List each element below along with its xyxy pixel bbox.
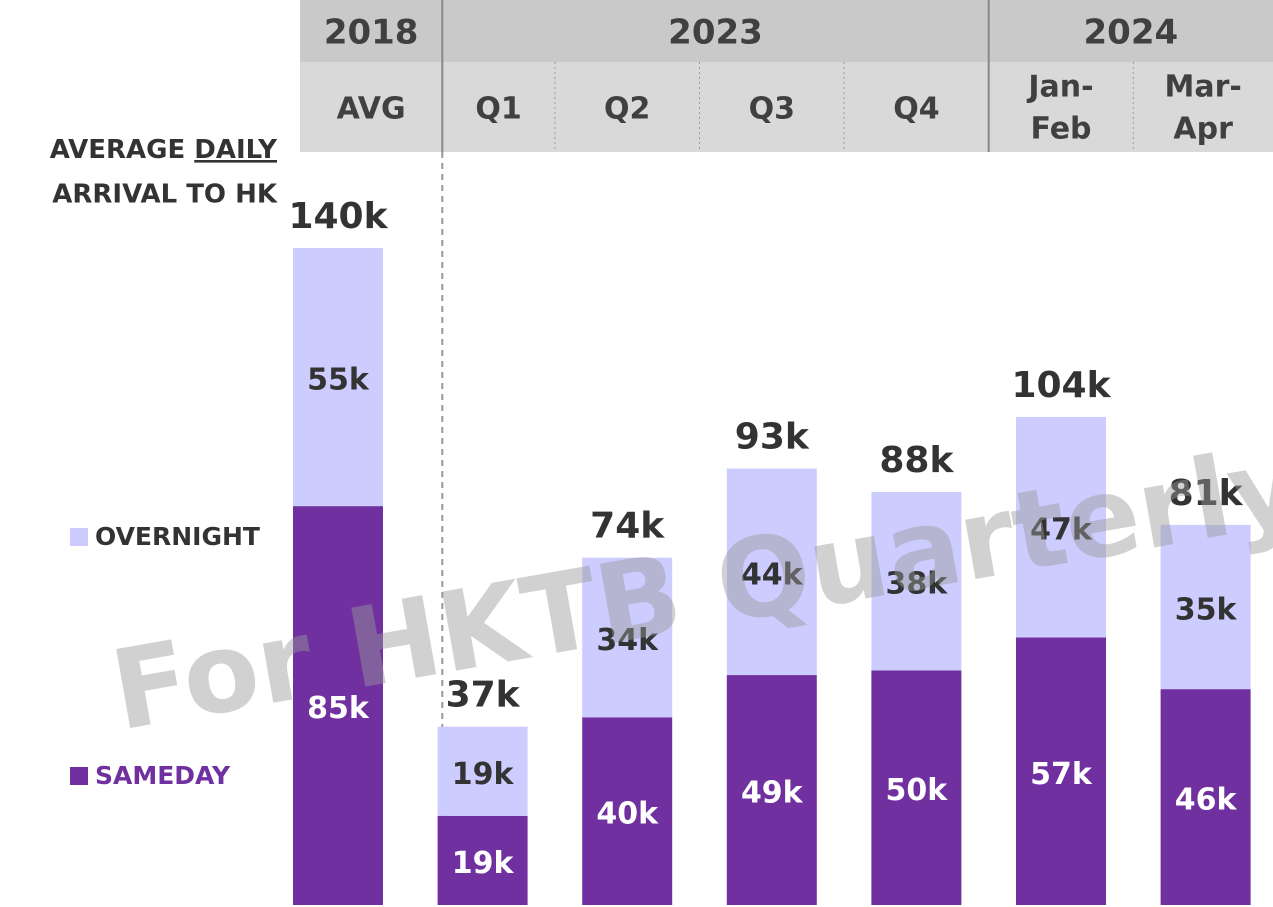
x-tick-label: Q3 — [749, 92, 795, 127]
group-label: 2018 — [324, 13, 419, 53]
x-tick-label: Jan- — [1026, 70, 1093, 105]
x-tick-label: Apr — [1173, 112, 1233, 147]
bar-segment — [293, 248, 383, 507]
title-part: AVERAGE — [50, 135, 185, 165]
value-label: 34k — [596, 623, 659, 658]
bar-segment — [293, 506, 383, 905]
value-label: 40k — [596, 797, 659, 832]
total-label: 140k — [288, 196, 388, 237]
total-label: 88k — [879, 440, 954, 481]
group-label: 2024 — [1084, 13, 1179, 53]
bar-segment — [726, 675, 817, 905]
bar-segment — [582, 717, 673, 905]
value-label: 19k — [452, 757, 515, 792]
value-label: 38k — [886, 567, 949, 602]
bar-segment — [871, 492, 962, 671]
value-label: 49k — [741, 776, 804, 811]
value-label: 57k — [1030, 757, 1093, 792]
x-tick-label: AVG — [337, 92, 406, 127]
bar-segment — [1160, 689, 1251, 905]
total-label: 74k — [590, 506, 665, 547]
legend-swatch — [70, 528, 88, 546]
value-label: 47k — [1030, 513, 1093, 548]
bar-segment — [1016, 416, 1106, 638]
value-label: 46k — [1175, 783, 1238, 818]
header-row-1 — [300, 0, 1273, 62]
value-label: 55k — [307, 363, 370, 398]
bar-segment — [1016, 637, 1106, 905]
title-emphasis: DAILY — [194, 135, 278, 165]
header: 2018 2023 2024 AVG Q1 Q2 Q3 Q4 Jan- Feb Mar- Apr — [300, 0, 1273, 860]
x-tick-label: Mar- — [1164, 70, 1241, 105]
legend-label: OVERNIGHT — [95, 522, 260, 551]
total-label: 104k — [1011, 365, 1111, 406]
legend: SAMEDAY OVERNIGHT — [70, 522, 260, 790]
bar-segment — [437, 726, 528, 816]
total-label: 93k — [735, 417, 810, 458]
bar-segment — [1160, 524, 1251, 690]
value-label: 85k — [307, 691, 370, 726]
value-label: 35k — [1175, 593, 1238, 628]
value-label: 44k — [741, 557, 804, 592]
bar-segment — [726, 468, 817, 676]
x-tick-label: Q2 — [604, 92, 650, 127]
value-label: 50k — [886, 773, 949, 808]
group-label: 2023 — [668, 13, 763, 53]
bar-segment — [871, 670, 962, 905]
x-tick-label: Feb — [1030, 112, 1091, 147]
chart-title: AVERAGE DAILY — [50, 135, 278, 165]
value-label: 19k — [452, 846, 515, 881]
bar-segment — [437, 815, 528, 905]
bar-segment — [582, 557, 673, 718]
x-tick-label: Q1 — [475, 92, 521, 127]
header-row-2 — [300, 62, 1273, 152]
total-label: 81k — [1169, 473, 1244, 514]
bars: 85k 55k 140k 19k 19k 37k 40k 34k 74k 49k 44k 93k 50k… — [288, 196, 1251, 905]
legend-label: SAMEDAY — [95, 761, 231, 790]
chart-title: ARRIVAL TO HK — [52, 180, 278, 210]
legend-swatch — [70, 767, 88, 785]
x-tick-label: Q4 — [893, 92, 939, 127]
total-label: 37k — [446, 675, 521, 716]
